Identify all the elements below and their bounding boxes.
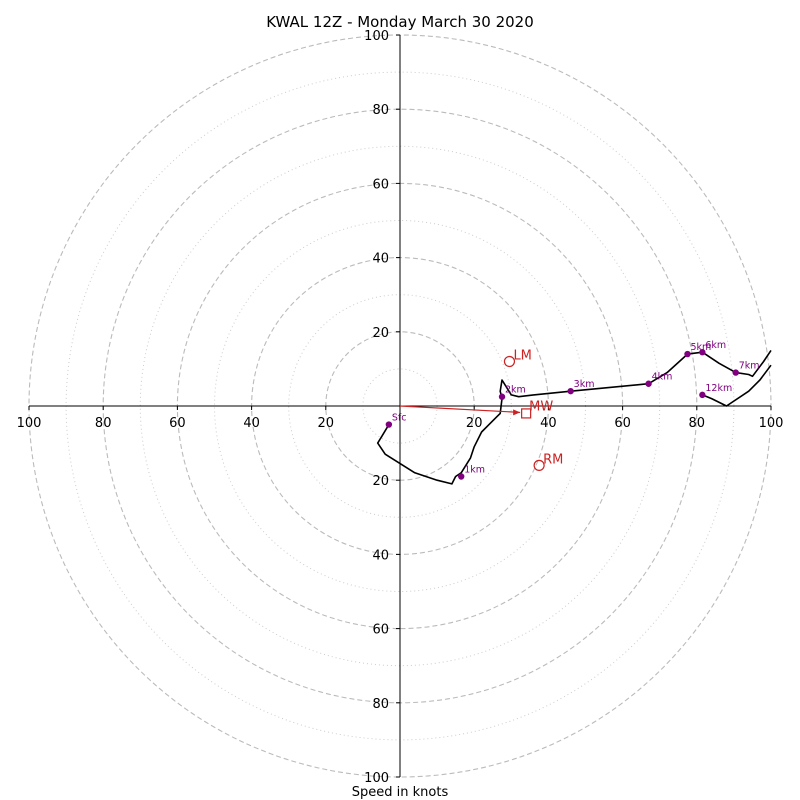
wind-profile [376,349,772,485]
wind-profile-line [376,349,772,485]
tick-labels: 20 20 20 20 40 40 40 40 60 60 60 60 80 80 80 80 100 100 10… [17,29,784,786]
wind-profile-line-upper [702,364,772,407]
x-tick-label: 100 [759,416,784,431]
altitude-label: 4km [652,372,673,383]
altitude-marker [458,473,465,480]
altitude-marker [567,387,574,395]
x-axis-label: Speed in knots [352,785,449,800]
altitude-label: 12km [705,383,732,394]
x-tick-label: 20 [466,416,483,431]
x-tick-label: 40 [540,416,557,431]
x-tick-label: 20 [318,416,335,431]
x-tick-label: 40 [243,416,260,431]
y-tick-label: 60 [372,623,389,638]
x-tick-label: 60 [169,416,186,431]
y-tick-label: 20 [372,326,389,341]
altitude-marker [699,349,706,356]
mean-wind-arrowhead [513,409,521,416]
y-tick-label: 40 [372,252,389,267]
altitude-marker [498,393,506,400]
y-tick-label: 20 [372,474,389,489]
altitude-marker [645,380,652,387]
altitude-marker [684,350,691,358]
x-tick-label: 100 [17,416,42,431]
altitude-marker [732,369,739,376]
x-tick-label: 60 [614,416,631,431]
altitude-label: 5km [691,342,712,353]
storm-circle-rm [533,459,545,471]
altitude-label: 6km [705,340,726,351]
altitude-label: 1km [464,464,485,475]
x-tick-label: 80 [689,416,706,431]
storm-circle-lm [503,355,516,368]
y-tick-label: 100 [364,771,389,786]
altitude-label: 7km [739,361,760,372]
chart-title: KWAL 12Z - Monday March 30 2020 [266,13,534,31]
storm-motion: LM RM MW [399,348,563,471]
y-tick-label: 60 [372,177,389,192]
y-tick-label: 100 [364,29,389,44]
mean-wind-vector [399,405,521,414]
altitude-label: 3km [574,379,595,390]
mean-wind-square [521,408,532,419]
altitude-label: 2km [505,385,526,396]
x-tick-label: 80 [95,416,112,431]
storm-label-lm: LM [513,348,531,363]
altitude-marker [699,391,706,399]
y-tick-label: 80 [372,103,389,118]
altitude-label: Sfc [392,413,407,424]
storm-label-mw: MW [529,399,553,414]
storm-label-rm: RM [543,452,563,467]
y-tick-label: 40 [372,548,389,563]
y-tick-label: 80 [372,697,389,712]
altitude-marker [385,421,393,428]
